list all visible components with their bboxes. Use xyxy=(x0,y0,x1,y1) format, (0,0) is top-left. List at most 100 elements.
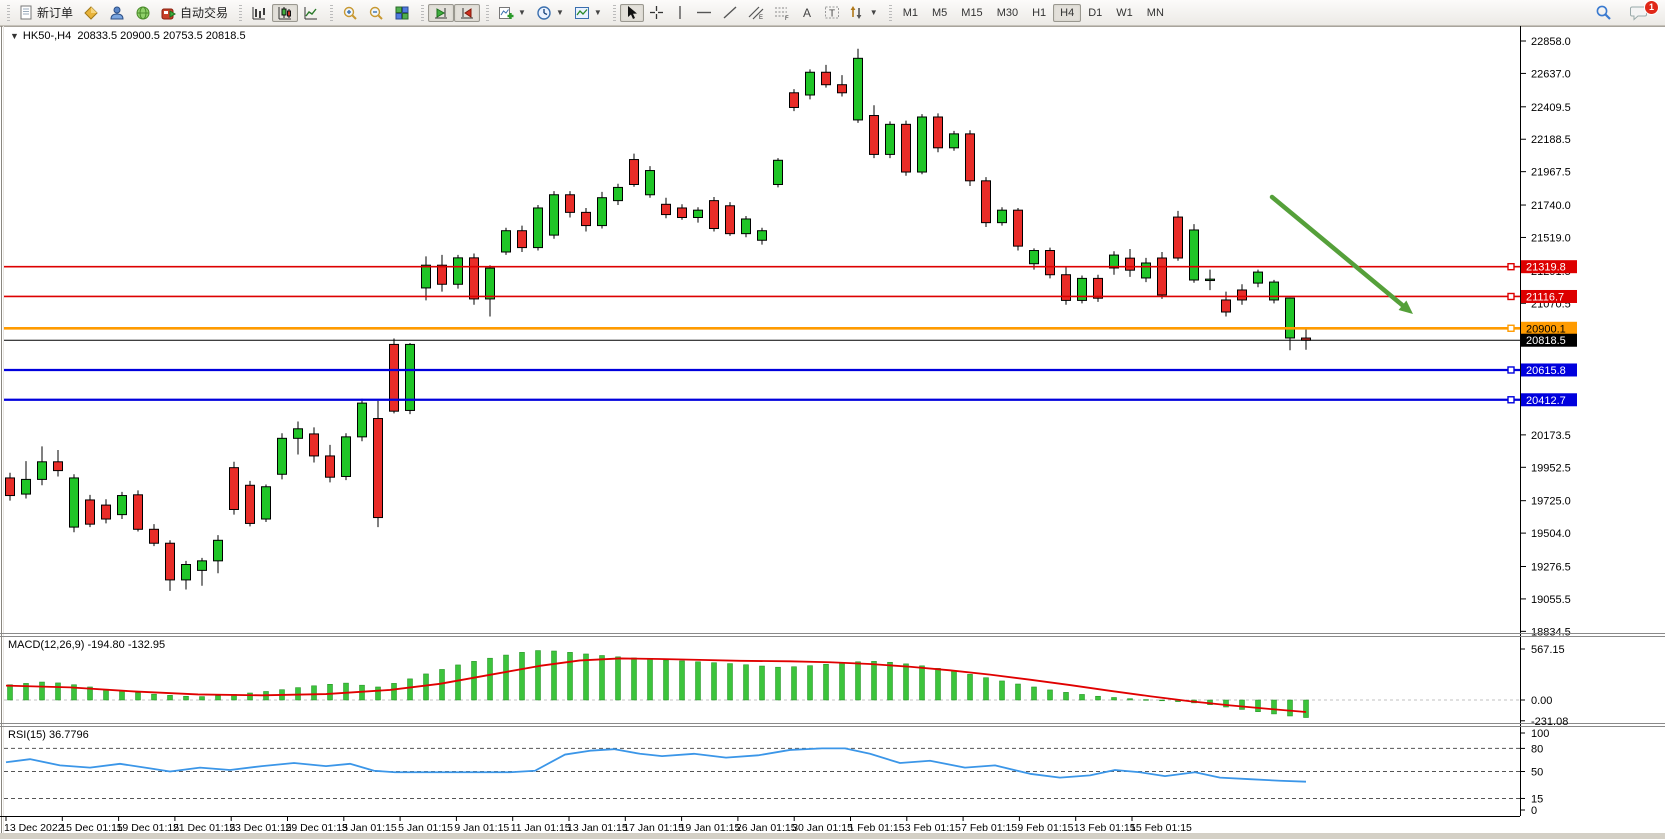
tile-windows-icon xyxy=(395,6,409,19)
horizontal-line-button[interactable] xyxy=(691,4,717,22)
trend-arrow-head xyxy=(1398,300,1413,314)
level-line-anchor[interactable] xyxy=(1507,292,1515,301)
timeframe-mn[interactable]: MN xyxy=(1146,6,1164,19)
text-button[interactable]: A xyxy=(795,4,819,22)
text-label-icon: T xyxy=(824,6,839,20)
vertical-line-button[interactable] xyxy=(669,4,691,22)
candle-body xyxy=(341,436,351,477)
fibonacci-button[interactable]: F xyxy=(769,4,795,22)
candle-body xyxy=(485,267,495,300)
broadcast-button[interactable] xyxy=(130,4,156,22)
price-tick-label: 18834.5 xyxy=(1531,626,1571,638)
macd-bar xyxy=(23,683,29,701)
trend-arrow[interactable] xyxy=(1269,194,1413,314)
candle-body xyxy=(21,478,31,495)
level-line-anchor[interactable] xyxy=(1507,366,1515,374)
market-watch-button[interactable] xyxy=(78,4,104,22)
zoom-in-button[interactable] xyxy=(337,4,363,22)
macd-bar xyxy=(503,654,509,701)
price-badge-21116.7 xyxy=(1521,289,1577,303)
macd-bar xyxy=(727,663,733,701)
timeframe-m1[interactable]: M1 xyxy=(902,6,918,19)
trendline-button[interactable] xyxy=(717,4,743,22)
add-indicator-button[interactable]: ▼ xyxy=(493,4,531,22)
timeframe-w1[interactable]: W1 xyxy=(1116,6,1133,19)
price-tick-label: 19952.5 xyxy=(1531,462,1571,474)
crosshair-icon xyxy=(649,6,663,19)
zoom-out-button[interactable] xyxy=(363,4,389,22)
profile-button[interactable] xyxy=(104,4,130,22)
new-order-label: 新订单 xyxy=(37,6,74,20)
macd-bar xyxy=(599,655,605,701)
text-label-button[interactable]: T xyxy=(819,4,845,22)
timeframe-m15[interactable]: M15 xyxy=(961,6,983,19)
equidistant-channel-icon: E xyxy=(748,6,764,20)
rsi-tick-label: 80 xyxy=(1531,743,1543,755)
horizontal-line-icon xyxy=(696,11,711,14)
bar-chart-button[interactable] xyxy=(246,4,272,22)
timeframe-h1[interactable]: H1 xyxy=(1032,6,1047,19)
arrows-tool-caret: ▼ xyxy=(869,8,878,17)
time-tick-label: 21 Dec 01:15 xyxy=(173,822,236,834)
zoom-out-icon xyxy=(369,6,383,20)
crosshair-button[interactable] xyxy=(644,4,669,22)
tile-windows-button[interactable] xyxy=(389,4,415,22)
timeframe-h4[interactable]: H4 xyxy=(1053,3,1082,22)
level-line-anchor[interactable] xyxy=(1507,262,1515,271)
auto-scroll-button[interactable] xyxy=(428,3,455,22)
price-badge-20615.8 xyxy=(1521,363,1577,377)
new-order-button[interactable]: 新订单 xyxy=(14,4,78,22)
macd-bar xyxy=(903,663,909,701)
periods-caret: ▼ xyxy=(555,8,564,17)
candle-body xyxy=(1141,262,1151,279)
channel-button[interactable]: E xyxy=(743,4,769,22)
price-tick-label: 21740.0 xyxy=(1531,200,1571,212)
trend-arrow-shaft xyxy=(1269,194,1410,312)
macd-bar xyxy=(791,666,797,701)
candlestick-chart-button[interactable] xyxy=(272,3,299,22)
macd-bar xyxy=(1303,699,1309,718)
candle-body xyxy=(869,115,879,155)
price-tick-label: 21519.0 xyxy=(1531,232,1571,244)
autotrading-button[interactable]: 自动交易 xyxy=(156,4,233,22)
candle-body xyxy=(1253,271,1263,284)
chart-type-group xyxy=(236,1,327,25)
macd-bar xyxy=(7,684,13,701)
level-line-anchor[interactable] xyxy=(1507,324,1515,332)
arrows-tool-button[interactable]: ▼ xyxy=(845,4,883,22)
search-button[interactable] xyxy=(1590,4,1617,22)
candle-body xyxy=(197,560,207,571)
macd-bar xyxy=(439,669,445,701)
chart-shift-button[interactable] xyxy=(454,3,481,22)
level-line-anchor[interactable] xyxy=(1507,396,1515,404)
candles-layer xyxy=(5,48,1311,591)
chat-button[interactable]: 1 xyxy=(1625,0,1659,22)
time-tick-label: 3 Jan 01:15 xyxy=(342,822,397,834)
bar-chart-icon xyxy=(252,6,266,19)
periods-button[interactable]: ▼ xyxy=(531,4,569,22)
candle-body xyxy=(693,209,703,219)
macd-bar xyxy=(951,670,957,701)
timeframe-m30[interactable]: M30 xyxy=(996,6,1019,19)
macd-bar xyxy=(151,693,157,701)
candle-body xyxy=(453,257,463,285)
candle-body xyxy=(389,343,399,412)
time-tick-label: 26 Jan 01:15 xyxy=(736,822,797,834)
candle-body xyxy=(421,264,431,289)
timeframe-m5[interactable]: M5 xyxy=(932,6,948,19)
price-badge-21319.8 xyxy=(1521,260,1577,274)
macd-bar xyxy=(519,652,525,701)
timeframe-d1[interactable]: D1 xyxy=(1088,6,1103,19)
trendline-icon xyxy=(723,6,737,19)
line-chart-button[interactable] xyxy=(298,4,324,22)
price-badge-label: 21116.7 xyxy=(1526,291,1564,303)
price-axis[interactable]: 22858.0 22637.0 22409.5 22188.5 21967.5 21740… xyxy=(1520,26,1577,816)
notification-badge: 1 xyxy=(1644,0,1659,15)
rsi-tick-label: 0 xyxy=(1531,805,1537,817)
templates-button[interactable]: ▼ xyxy=(569,4,607,22)
cursor-button[interactable] xyxy=(619,3,644,22)
diamond-icon xyxy=(84,5,98,20)
macd-bar xyxy=(1143,699,1149,701)
